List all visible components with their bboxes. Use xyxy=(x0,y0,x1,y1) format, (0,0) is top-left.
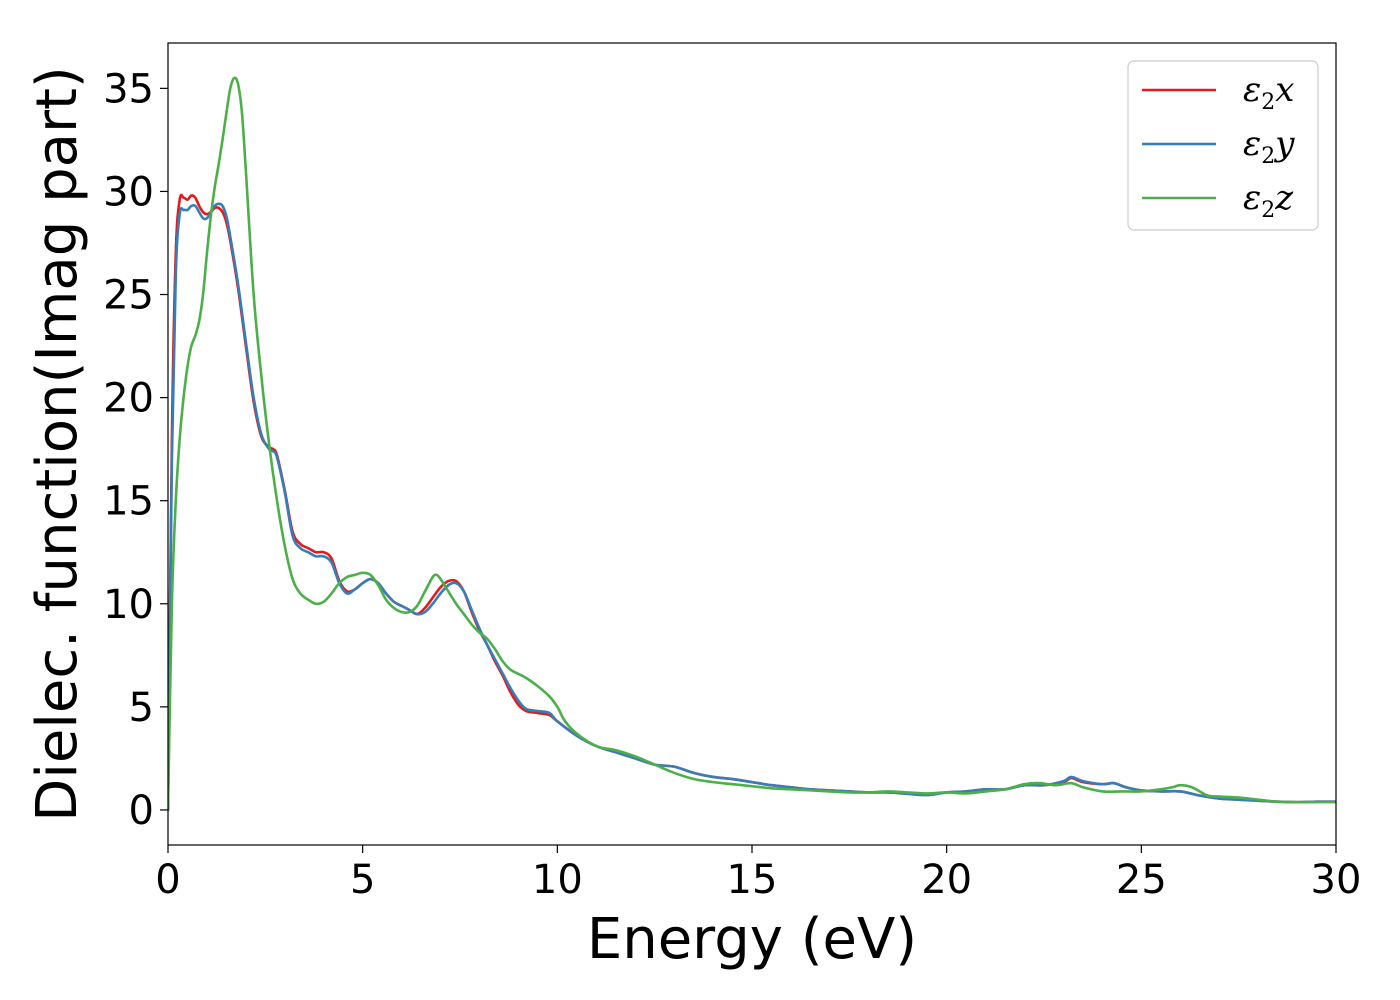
legend-label-x: ε2x xyxy=(1243,70,1294,115)
y-axis-label: Dielec. function(Imag part) xyxy=(25,66,90,822)
series-line-y xyxy=(168,202,1336,812)
y-tick-label: 25 xyxy=(103,273,154,319)
y-tick-label: 5 xyxy=(129,685,154,731)
y-tick-label: 10 xyxy=(103,582,154,628)
x-tick-label: 5 xyxy=(350,857,375,903)
legend: ε2x ε2y ε2z xyxy=(1127,60,1319,231)
y-tick-label: 30 xyxy=(103,169,154,215)
legend-label-y: ε2y xyxy=(1243,124,1295,169)
y-tick-label: 35 xyxy=(103,66,154,112)
x-tick-label: 10 xyxy=(532,857,583,903)
x-tick-label: 30 xyxy=(1311,857,1362,903)
y-axis: 0 5 10 15 20 25 30 35 xyxy=(103,66,168,834)
series-layer xyxy=(168,76,1336,812)
x-tick-label: 15 xyxy=(727,857,778,903)
y-tick-label: 0 xyxy=(129,788,154,834)
x-axis-label: Energy (eV) xyxy=(587,907,917,972)
x-tick-label: 0 xyxy=(155,857,180,903)
legend-box xyxy=(1127,60,1319,231)
x-axis: 0 5 10 15 20 25 30 xyxy=(155,845,1361,903)
y-tick-label: 20 xyxy=(103,376,154,422)
legend-label-z: ε2z xyxy=(1243,178,1294,223)
x-tick-label: 20 xyxy=(921,857,972,903)
series-line-z xyxy=(168,76,1336,812)
x-tick-label: 25 xyxy=(1116,857,1167,903)
y-tick-label: 15 xyxy=(103,479,154,525)
